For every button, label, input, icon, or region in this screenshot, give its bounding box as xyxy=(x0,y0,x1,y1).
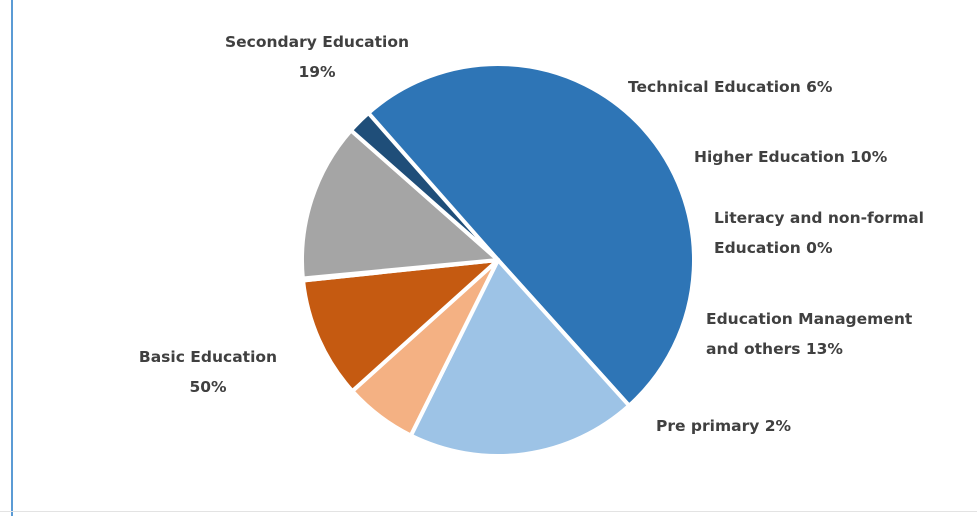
slice-label-line: Pre primary 2% xyxy=(656,417,792,435)
left-border-rule xyxy=(11,0,13,516)
slice-label-technical-education: Technical Education 6% xyxy=(628,78,833,96)
slice-label-line: 50% xyxy=(189,378,227,396)
slice-label-line: Literacy and non-formal xyxy=(714,209,924,227)
slice-label-line: and others 13% xyxy=(706,340,843,358)
slice-label-literacy-and-non-formal-education: Literacy and non-formal Education 0% xyxy=(714,209,924,257)
slice-label-line: Education 0% xyxy=(714,239,833,257)
bottom-border-rule xyxy=(0,511,977,512)
pie-slice-secondary-education xyxy=(408,258,632,458)
pie-slice-basic-education xyxy=(364,62,696,408)
slice-label-basic-education: Basic Education 50% xyxy=(139,348,277,396)
pie-slice-education-management-and-others xyxy=(300,128,500,281)
slice-label-education-management-and-others: Education Management and others 13% xyxy=(706,310,913,358)
pie-labels: Basic Education 50% Secondary Education 19%… xyxy=(139,33,924,435)
slice-label-line: Secondary Education xyxy=(225,33,409,51)
slice-label-line: 19% xyxy=(298,63,336,81)
pie-slice-pre-primary xyxy=(348,110,500,262)
slice-label-line: Higher Education 10% xyxy=(694,148,888,166)
slice-label-higher-education: Higher Education 10% xyxy=(694,148,888,166)
slice-label-secondary-education: Secondary Education 19% xyxy=(225,33,409,81)
slice-label-line: Education Management xyxy=(706,310,913,328)
slice-label-line: Technical Education 6% xyxy=(628,78,833,96)
slice-label-line: Basic Education xyxy=(139,348,277,366)
slice-label-pre-primary: Pre primary 2% xyxy=(656,417,792,435)
pie-slice-higher-education xyxy=(301,258,500,394)
pie-slices xyxy=(300,62,696,458)
